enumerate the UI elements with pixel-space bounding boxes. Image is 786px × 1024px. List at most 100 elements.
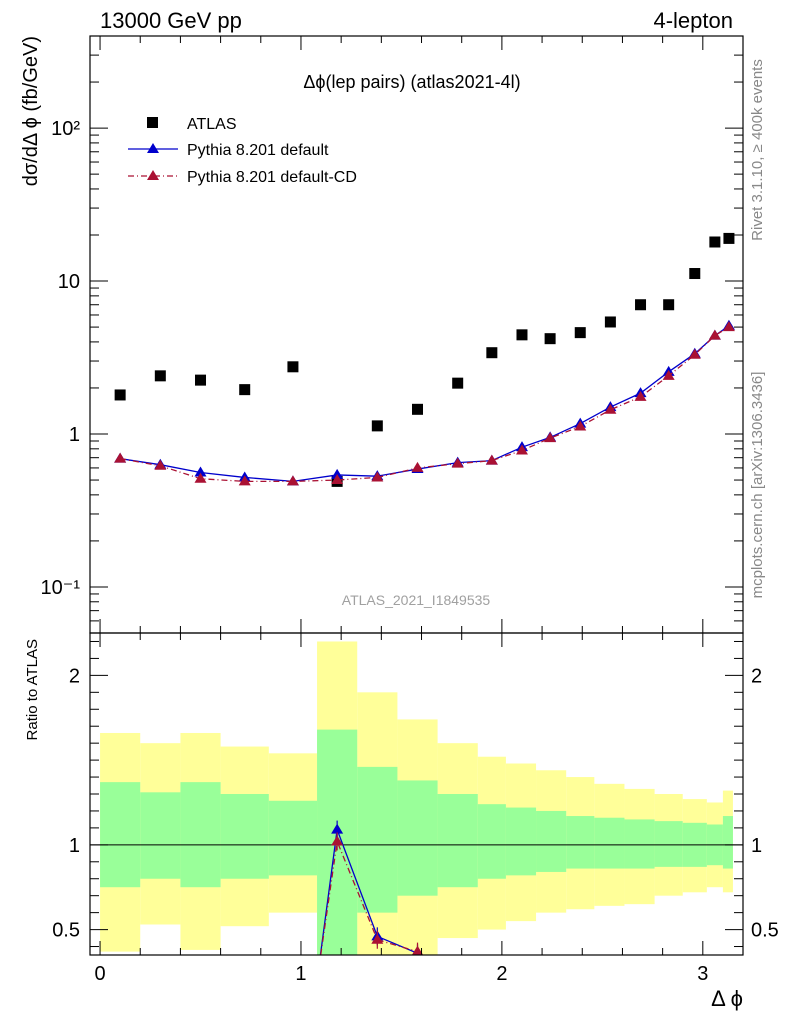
- ratio-axes: 0 1 2 3 0.5 0.5 1 1 2 2: [52, 633, 779, 985]
- atlas-data-point: [371, 420, 383, 432]
- pythia-default-point: [331, 468, 344, 479]
- green-band-bin: [566, 816, 595, 869]
- pythia-cd-point: [634, 390, 647, 401]
- atlas-data-point: [635, 299, 647, 311]
- uncertainty-bands: [100, 641, 733, 955]
- main-axes: 10⁻¹ 1 10 10²: [41, 35, 743, 634]
- green-band-bin: [180, 782, 221, 888]
- legend-marker-atlas: [147, 117, 158, 128]
- mcplots-label: mcplots.cern.ch [arXiv:1306.3436]: [749, 372, 766, 599]
- green-band-bin: [268, 800, 318, 876]
- pythia-cd-point: [451, 457, 464, 468]
- pythia-default-point: [194, 466, 207, 477]
- pythia-cd-point: [544, 432, 557, 443]
- ratio-y-tick-label-right: 2: [751, 665, 762, 687]
- main-y-tick-label: 10⁻¹: [41, 577, 81, 599]
- main-plot-area: [114, 232, 735, 487]
- ratio-plot-area: [90, 641, 743, 955]
- pythia-cd-point: [194, 472, 207, 483]
- green-band-bin: [100, 782, 141, 888]
- atlas-data-point: [709, 236, 721, 248]
- pythia-cd-point: [515, 444, 528, 455]
- atlas-data-point: [723, 232, 735, 244]
- main-y-tick-label: 10²: [51, 118, 80, 140]
- green-band-bin: [654, 821, 683, 867]
- ratio-y-tick-label-left: 1: [69, 835, 80, 857]
- ratio-y-axis-label: Ratio to ATLAS: [24, 639, 41, 740]
- legend-marker-cd: [147, 170, 159, 180]
- green-band-bin: [722, 816, 733, 869]
- x-tick-label: 1: [295, 963, 306, 985]
- x-axis-label: Δ ϕ: [711, 986, 743, 1011]
- pythia-cd-point: [722, 321, 735, 332]
- atlas-data-point: [544, 333, 556, 345]
- atlas-data-point: [412, 403, 424, 415]
- atlas-data-point: [239, 384, 251, 396]
- main-y-tick-label: 10: [58, 271, 80, 293]
- x-tick-label: 0: [94, 963, 105, 985]
- green-band-bin: [140, 792, 181, 879]
- ratio-cd-point: [371, 933, 384, 944]
- green-band-bin: [437, 794, 478, 888]
- atlas-data-point: [154, 370, 166, 382]
- header-energy: 13000 GeV pp: [100, 8, 242, 33]
- green-band-bin: [477, 804, 506, 879]
- ratio-y-tick-label-left: 2: [69, 665, 80, 687]
- atlas-data-point: [452, 377, 464, 389]
- legend: ATLAS Pythia 8.201 default Pythia 8.201 …: [128, 116, 357, 186]
- pythia-cd-line: [120, 326, 730, 483]
- ratio-cd-point: [411, 945, 424, 955]
- pythia-cd-point: [574, 420, 587, 431]
- pythia-cd-point: [154, 459, 167, 470]
- pythia-cd-point: [286, 475, 299, 486]
- main-title: Δϕ(lep pairs) (atlas2021-4l): [303, 72, 520, 92]
- green-band-bin: [505, 807, 537, 876]
- pythia-cd-point: [485, 454, 498, 465]
- legend-marker-default: [147, 143, 159, 153]
- ratio-series: [319, 820, 424, 955]
- header-channel: 4-lepton: [653, 8, 733, 33]
- atlas-data-point: [486, 347, 498, 359]
- green-band-bin: [357, 766, 398, 913]
- pythia-cd-point: [604, 403, 617, 414]
- pythia-cd-point: [114, 452, 127, 463]
- green-band-bin: [536, 810, 567, 872]
- rivet-label: Rivet 3.1.10, ≥ 400k events: [749, 59, 766, 241]
- ratio-panel: 0 1 2 3 0.5 0.5 1 1 2 2 Ratio to ATLAS Δ ϕ: [24, 632, 779, 1011]
- atlas-data-point: [604, 316, 616, 328]
- watermark: ATLAS_2021_I1849535: [342, 592, 491, 608]
- green-band-bin: [220, 794, 269, 879]
- green-band-bin: [624, 819, 655, 869]
- ratio-default-point: [331, 823, 344, 834]
- green-band-bin: [594, 817, 625, 869]
- atlas-data-point: [287, 361, 299, 373]
- pythia-default-line: [120, 325, 730, 483]
- pythia-cd-point: [331, 474, 344, 485]
- legend-label-atlas: ATLAS: [187, 116, 237, 133]
- ratio-y-tick-label-right: 1: [751, 835, 762, 857]
- atlas-data-point: [195, 374, 207, 386]
- atlas-data-point: [114, 389, 126, 401]
- atlas-data-point: [689, 268, 701, 280]
- pythia-cd-point: [688, 348, 701, 359]
- atlas-data-point: [663, 299, 675, 311]
- green-band-bin: [397, 780, 438, 896]
- pythia-cd-point: [708, 329, 721, 340]
- pythia-cd-point: [411, 461, 424, 472]
- ratio-cd-line: [320, 838, 421, 955]
- pythia-cd-point: [371, 471, 384, 482]
- x-tick-label: 3: [697, 963, 708, 985]
- x-tick-label: 2: [496, 963, 507, 985]
- pythia-cd-point: [238, 475, 251, 486]
- main-y-tick-label: 1: [69, 424, 80, 446]
- legend-label-default: Pythia 8.201 default: [187, 142, 329, 159]
- main-y-axis-label: dσ/dΔ ϕ (fb/GeV): [20, 36, 42, 186]
- ratio-y-tick-label-left: 0.5: [52, 920, 80, 942]
- atlas-data-point: [574, 327, 586, 339]
- pythia-cd-point: [662, 369, 675, 380]
- atlas-data-point: [516, 329, 528, 341]
- ratio-y-tick-label-right: 0.5: [751, 920, 779, 942]
- legend-label-cd: Pythia 8.201 default-CD: [187, 169, 357, 186]
